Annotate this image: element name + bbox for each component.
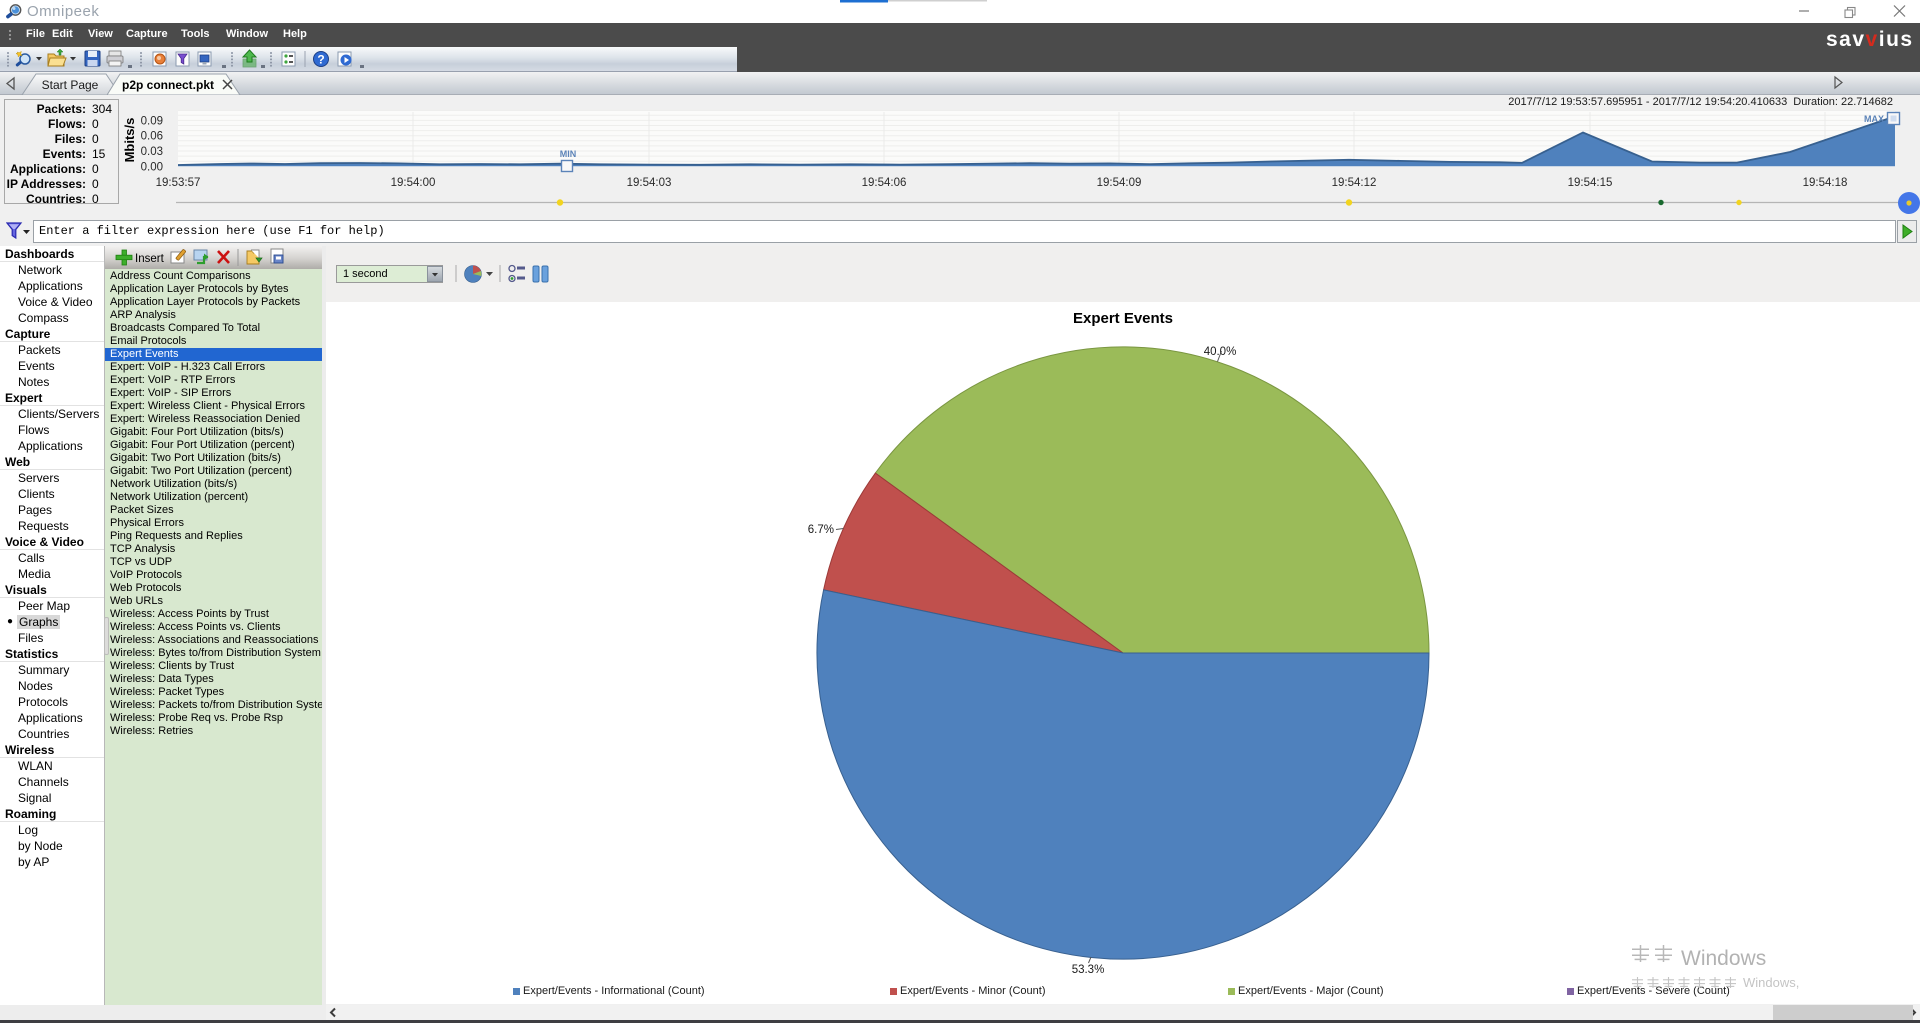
- svg-text:MAX: MAX: [1864, 114, 1884, 124]
- svg-text:19:54:00: 19:54:00: [391, 177, 436, 189]
- svg-text:Mbits/s: Mbits/s: [122, 118, 137, 163]
- svg-text:40.0%: 40.0%: [1204, 346, 1237, 358]
- svg-text:19:54:18: 19:54:18: [1803, 177, 1848, 189]
- svg-text:19:54:03: 19:54:03: [627, 177, 672, 189]
- svg-text:19:54:15: 19:54:15: [1568, 177, 1613, 189]
- svg-text:0.06: 0.06: [141, 131, 163, 143]
- svg-text:0.00: 0.00: [141, 161, 163, 173]
- svg-text:19:54:12: 19:54:12: [1332, 177, 1377, 189]
- svg-text:0.03: 0.03: [141, 146, 163, 158]
- svg-text:19:54:09: 19:54:09: [1097, 177, 1142, 189]
- svg-text:6.7%: 6.7%: [808, 524, 834, 536]
- svg-text:19:53:57: 19:53:57: [156, 177, 201, 189]
- svg-text:Insert: Insert: [135, 253, 165, 265]
- svg-text:Windows: Windows: [1681, 947, 1766, 970]
- svg-text:19:54:06: 19:54:06: [862, 177, 907, 189]
- svg-text:0.09: 0.09: [141, 115, 163, 127]
- svg-text:53.3%: 53.3%: [1072, 964, 1105, 976]
- svg-text:Windows,: Windows,: [1743, 975, 1799, 990]
- svg-text:MIN: MIN: [560, 149, 577, 159]
- svg-text:p2p connect.pkt: p2p connect.pkt: [122, 78, 214, 92]
- svg-text:?: ?: [317, 53, 324, 67]
- svg-text:Start Page: Start Page: [42, 78, 99, 92]
